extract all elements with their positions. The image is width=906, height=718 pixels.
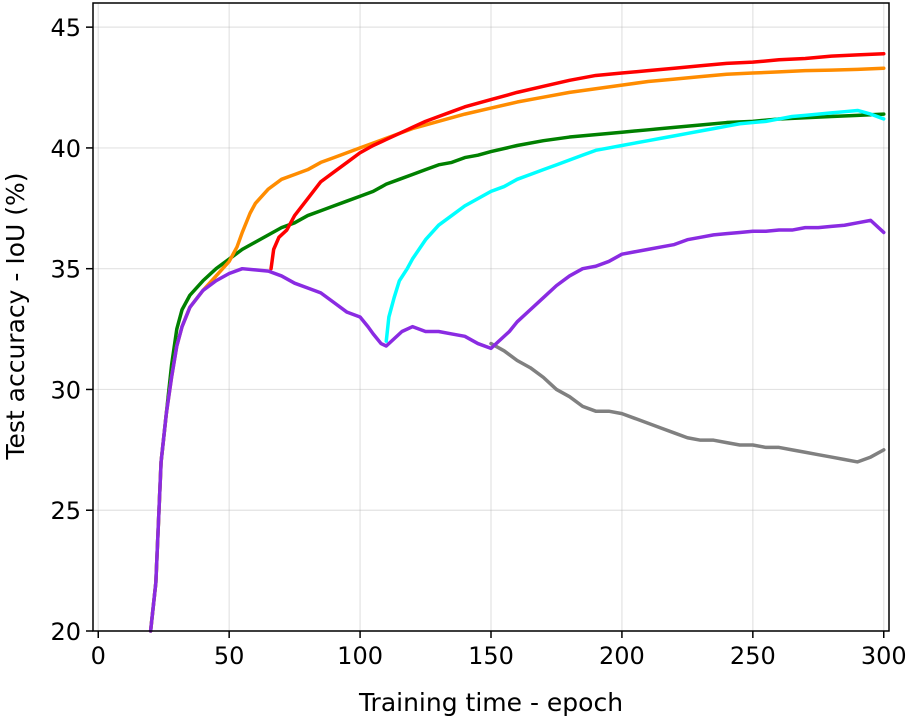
y-axis-label: Test accuracy - IoU (%)	[1, 172, 30, 460]
y-tick-label: 35	[50, 256, 81, 284]
x-tick-label: 150	[468, 642, 514, 670]
series-line-1	[489, 341, 886, 464]
y-tick-label: 25	[50, 497, 81, 525]
series-line-4	[148, 66, 886, 633]
x-axis-label: Training time - epoch	[358, 688, 623, 717]
x-tick-label: 100	[337, 642, 383, 670]
x-tick-label: 250	[730, 642, 776, 670]
y-tick-label: 20	[50, 618, 81, 646]
y-tick-label: 40	[50, 135, 81, 163]
y-tick-label: 30	[50, 376, 81, 404]
series-line-6	[148, 218, 886, 633]
grid	[93, 3, 889, 632]
series-lines	[148, 51, 886, 633]
y-tick-label: 45	[50, 14, 81, 42]
x-tick-label: 0	[91, 642, 106, 670]
x-tick-label: 50	[214, 642, 245, 670]
axes: 0 50 100 150 200 250 300 20 25 30 35 40 45	[50, 2, 906, 670]
series-line-2	[148, 112, 886, 633]
series-line-3	[384, 108, 886, 343]
x-tick-label: 300	[861, 642, 906, 670]
series-line-5	[269, 51, 886, 271]
x-tick-label: 200	[599, 642, 645, 670]
